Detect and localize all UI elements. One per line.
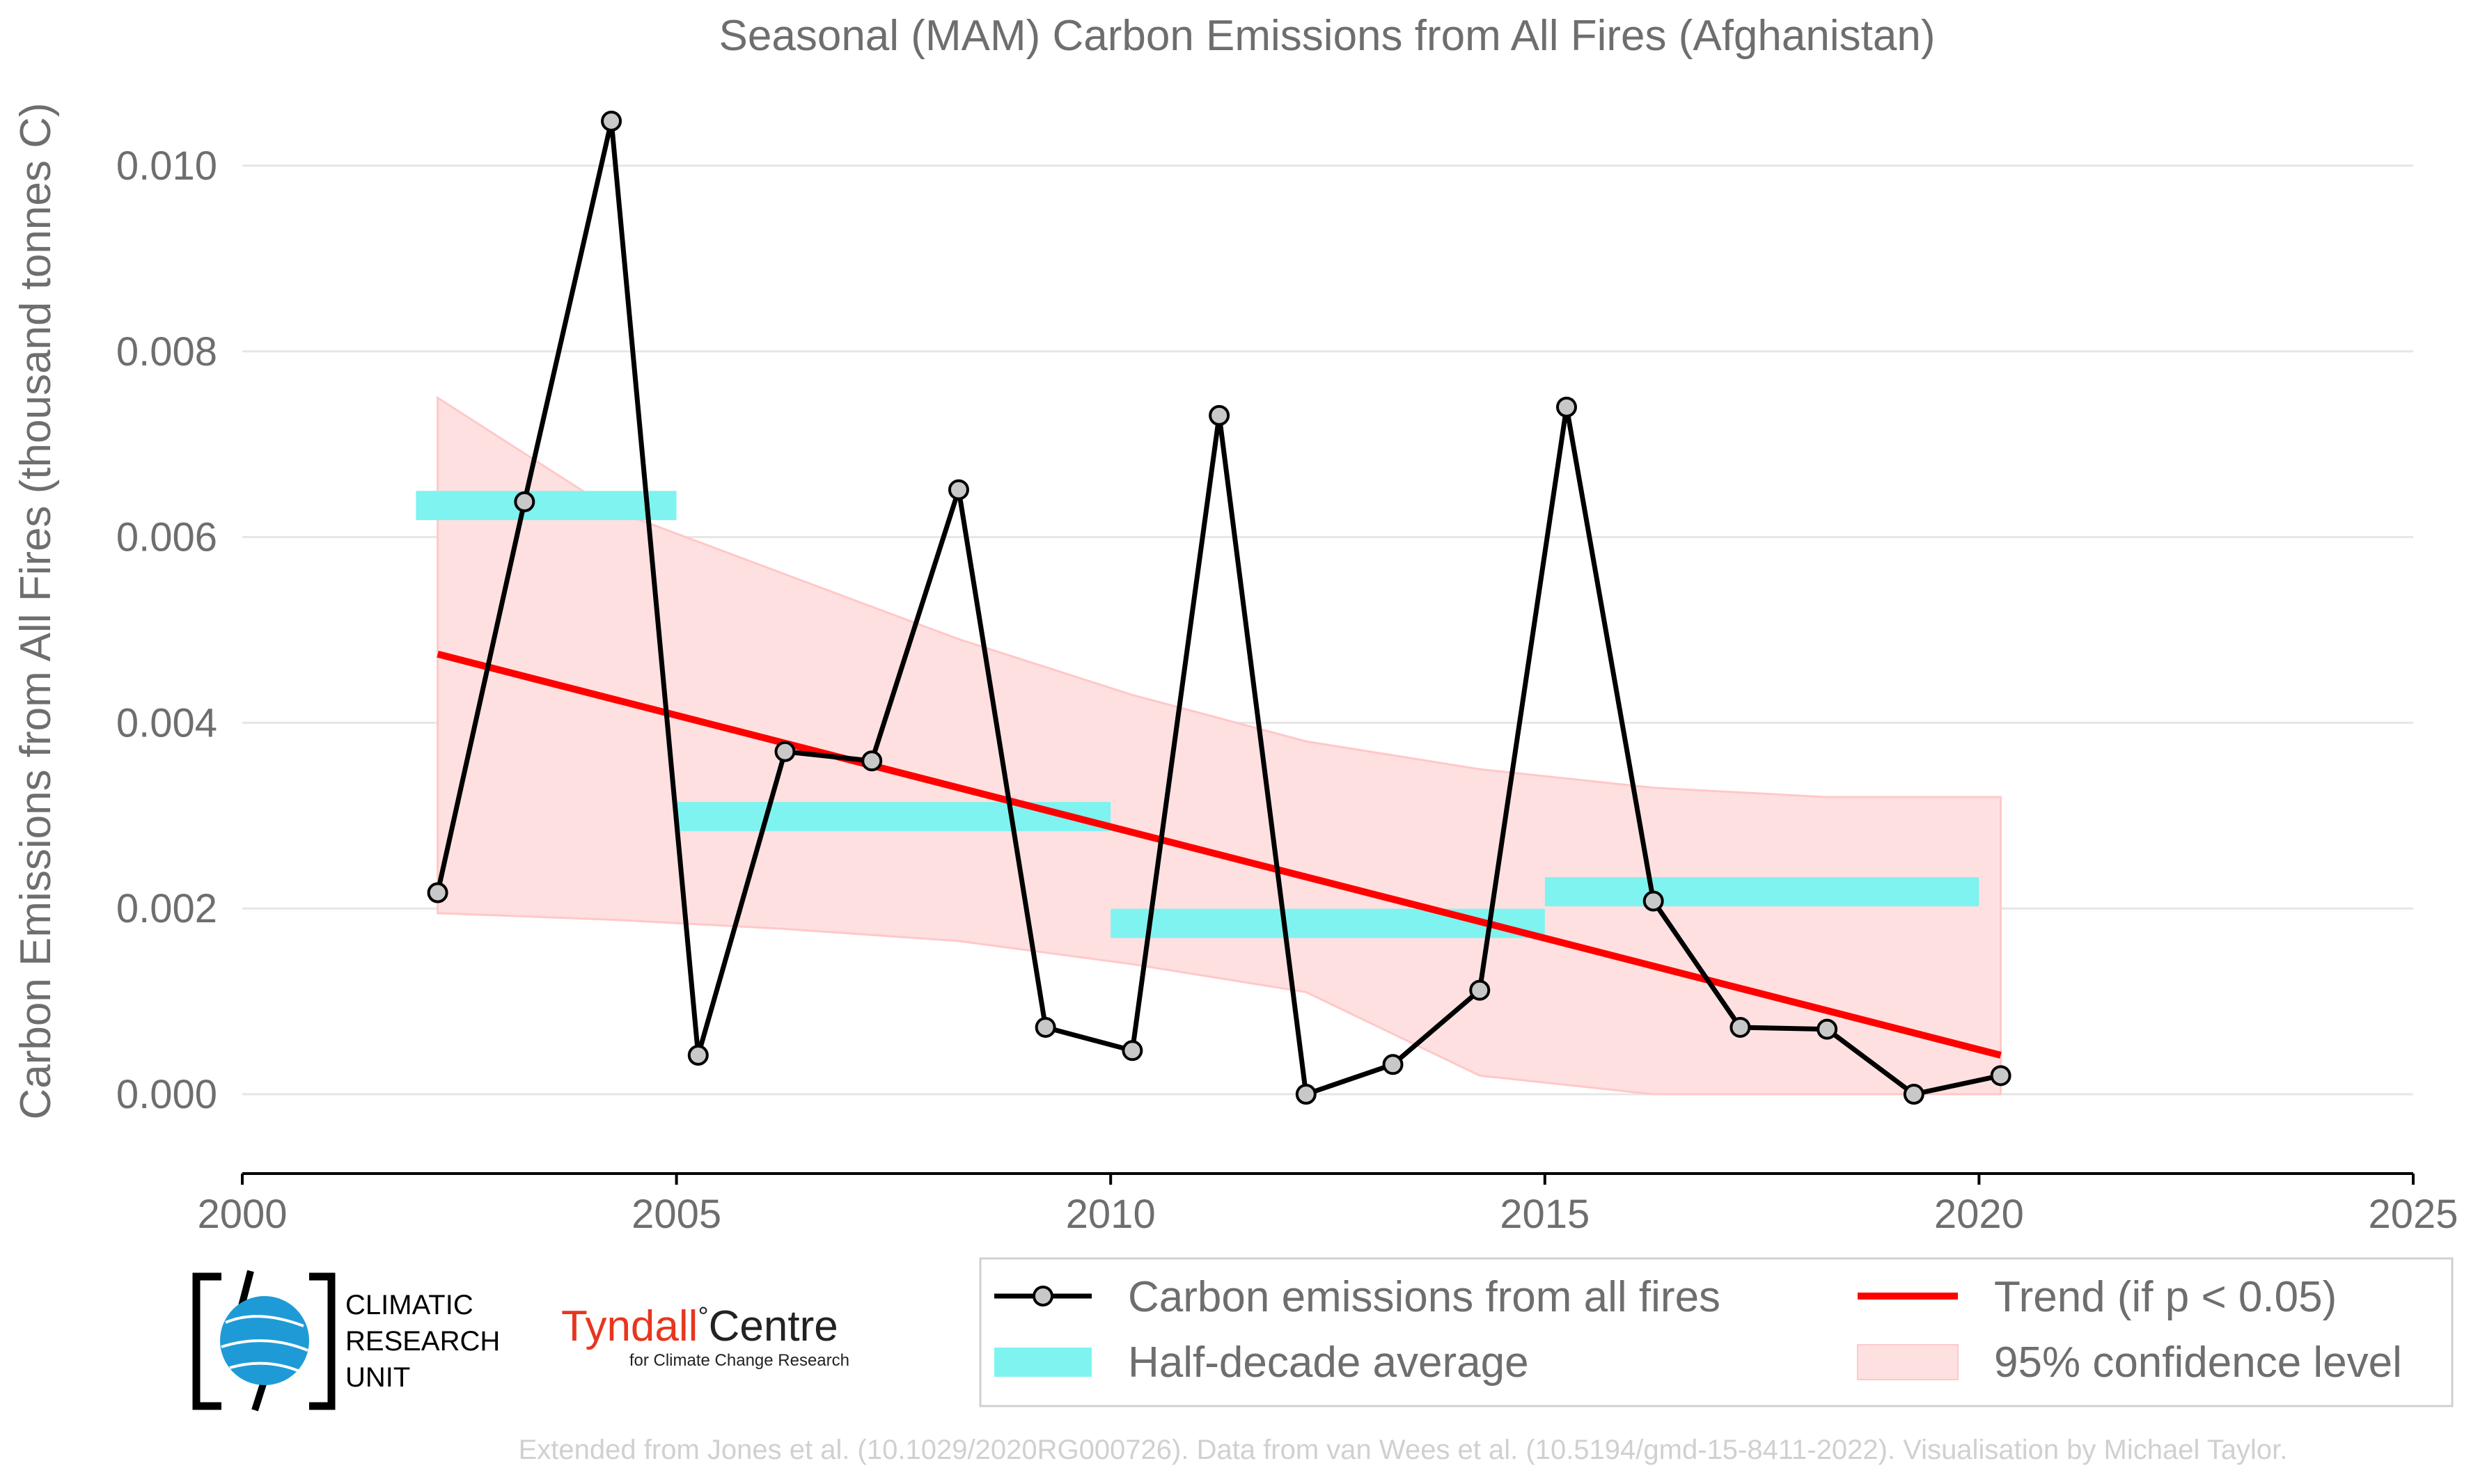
cru-logo-line: UNIT bbox=[345, 1362, 410, 1393]
data-point bbox=[1122, 1040, 1143, 1061]
half-decade-bar bbox=[1544, 877, 1979, 907]
half-decade-layer bbox=[416, 491, 1979, 938]
cru-logo-bracket-left bbox=[192, 1272, 221, 1410]
data-point bbox=[861, 750, 883, 772]
credit-line: Extended from Jones et al. (10.1029/2020… bbox=[519, 1435, 2288, 1465]
legend-half-decade-swatch bbox=[994, 1348, 1092, 1377]
legend-ci-label: 95% confidence level bbox=[1994, 1339, 2402, 1387]
data-point bbox=[1469, 979, 1491, 1001]
globe-line bbox=[229, 1361, 300, 1373]
legend-series-marker bbox=[1033, 1286, 1053, 1307]
legend-trend-label: Trend (if p < 0.05) bbox=[1994, 1273, 2337, 1321]
y-tick-label: 0.006 bbox=[116, 515, 217, 560]
data-point bbox=[1382, 1054, 1404, 1075]
data-point bbox=[1817, 1018, 1838, 1040]
cru-logo: CLIMATIC RESEARCH UNIT bbox=[192, 1270, 500, 1412]
legend-series-label: Carbon emissions from all fires bbox=[1128, 1273, 1720, 1321]
cru-logo-line: CLIMATIC bbox=[345, 1290, 473, 1320]
half-decade-bar bbox=[1111, 908, 1545, 938]
data-point bbox=[514, 491, 535, 512]
y-tick-label: 0.010 bbox=[116, 143, 217, 189]
data-point bbox=[1990, 1065, 2011, 1087]
half-decade-bar bbox=[676, 802, 1111, 832]
y-tick-label: 0.002 bbox=[116, 886, 217, 931]
cru-logo-line: RESEARCH bbox=[345, 1326, 500, 1357]
tyndall-name: Tyndall bbox=[561, 1302, 698, 1350]
legend-half-decade-label: Half-decade average bbox=[1128, 1339, 1529, 1387]
tyndall-degree: ° bbox=[698, 1302, 708, 1332]
data-point bbox=[687, 1044, 709, 1066]
data-point bbox=[1729, 1016, 1751, 1038]
confidence-band bbox=[437, 395, 2002, 1096]
tyndall-subtitle: for Climate Change Research bbox=[629, 1351, 849, 1370]
data-point bbox=[601, 110, 622, 132]
trend-layer bbox=[437, 650, 2002, 1059]
cru-logo-bracket-right bbox=[309, 1272, 336, 1410]
chart-title: Seasonal (MAM) Carbon Emissions from All… bbox=[719, 12, 1936, 60]
data-point bbox=[1035, 1016, 1056, 1038]
globe-line bbox=[221, 1339, 308, 1352]
x-tick-label: 2015 bbox=[1500, 1192, 1590, 1237]
globe-line bbox=[225, 1315, 304, 1327]
x-tick-label: 2010 bbox=[1066, 1192, 1156, 1237]
legend-ci-swatch bbox=[1857, 1344, 1959, 1380]
y-axis-ticks: 0.000 0.002 0.004 0.006 0.008 0.010 bbox=[116, 143, 217, 1117]
data-point bbox=[774, 741, 796, 762]
series-layer bbox=[427, 110, 2011, 1105]
data-point bbox=[1642, 890, 1664, 912]
tyndall-centre: Centre bbox=[709, 1302, 838, 1350]
x-axis: 2000 2005 2010 2015 2020 2025 bbox=[197, 1172, 2458, 1237]
data-point bbox=[948, 479, 969, 500]
data-point bbox=[1295, 1084, 1317, 1105]
y-tick-label: 0.004 bbox=[116, 700, 217, 745]
x-tick-label: 2005 bbox=[632, 1192, 721, 1237]
x-tick-label: 2020 bbox=[1934, 1192, 2024, 1237]
y-tick-label: 0.000 bbox=[116, 1072, 217, 1117]
y-tick-label: 0.008 bbox=[116, 329, 217, 374]
tyndall-logo: Tyndall°Centre for Climate Change Resear… bbox=[561, 1302, 849, 1370]
data-point bbox=[1209, 404, 1230, 426]
y-axis-label: Carbon Emissions from All Fires (thousan… bbox=[12, 102, 60, 1119]
confidence-band-layer bbox=[437, 395, 2002, 1096]
trend-line bbox=[437, 650, 2002, 1059]
tyndall-logo-text: Tyndall°Centre bbox=[561, 1302, 838, 1350]
x-tick-label: 2025 bbox=[2368, 1192, 2458, 1237]
legend: Carbon emissions from all fires Half-dec… bbox=[979, 1257, 2454, 1407]
x-tick-label: 2000 bbox=[197, 1192, 287, 1237]
data-point bbox=[1903, 1084, 1924, 1105]
data-point bbox=[427, 882, 448, 903]
half-decade-bar bbox=[416, 491, 677, 521]
data-point bbox=[1555, 396, 1577, 418]
legend-frame bbox=[979, 1257, 2454, 1407]
